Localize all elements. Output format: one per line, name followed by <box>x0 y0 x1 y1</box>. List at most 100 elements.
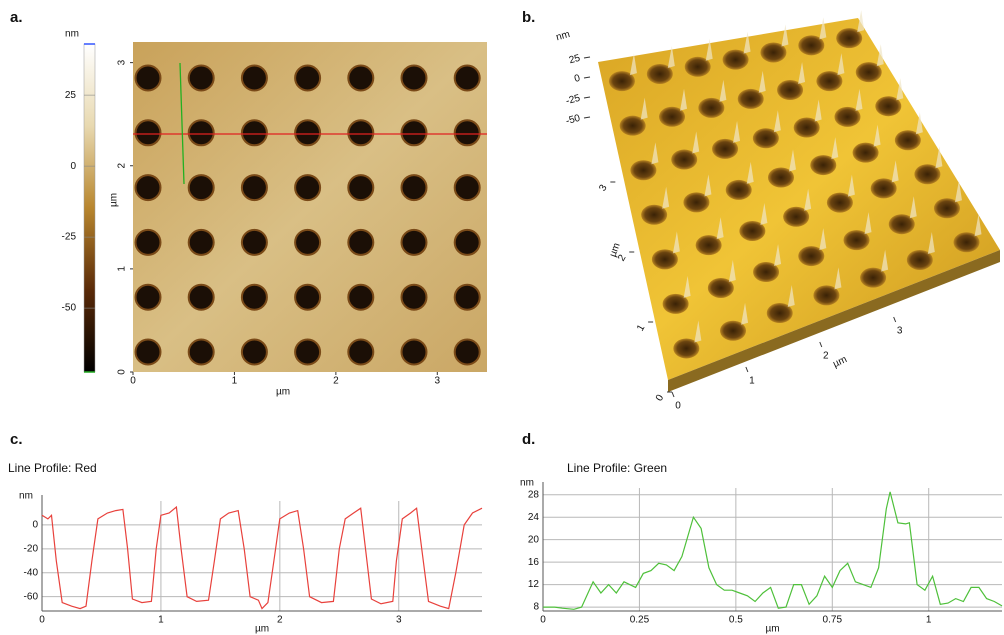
afm-image <box>133 42 487 372</box>
panel-label: b. <box>522 9 535 26</box>
x-tick-label: 1 <box>749 376 755 387</box>
colorbar-tick-label: 25 <box>65 90 77 101</box>
x-tick-label: 2 <box>277 615 283 626</box>
x-tick-label: 3 <box>897 326 903 337</box>
pit <box>768 167 794 188</box>
pit <box>888 214 915 235</box>
spike <box>954 180 962 203</box>
y-tick-label: 0 <box>654 393 667 404</box>
y-tick-label: 2 <box>616 253 629 264</box>
z-tick-label: 25 <box>568 53 582 67</box>
pit <box>673 338 700 359</box>
spike <box>814 99 822 122</box>
pit <box>843 230 870 251</box>
pit <box>683 192 710 213</box>
pit <box>813 285 840 306</box>
spike <box>662 186 670 209</box>
pit <box>134 228 162 256</box>
panel-label: c. <box>10 431 23 448</box>
pit <box>453 228 481 256</box>
pit <box>810 155 837 176</box>
spike <box>719 79 727 102</box>
z-tick <box>583 96 591 99</box>
x-tick-label: 1 <box>926 615 932 626</box>
pit <box>739 220 766 241</box>
z-tick-label: -50 <box>565 113 582 127</box>
spike <box>746 161 754 184</box>
y-tick-label: 8 <box>533 602 539 613</box>
spike <box>834 267 842 290</box>
x-tick-label: 0.75 <box>823 615 843 626</box>
pit <box>187 338 215 366</box>
panel-label: d. <box>522 431 535 448</box>
pit <box>240 174 268 202</box>
pit <box>852 142 879 163</box>
colorbar-tick-label: -50 <box>62 303 77 314</box>
z-tick-label: 0 <box>573 73 582 85</box>
colorbar-tick-label: 0 <box>70 161 76 172</box>
pit <box>134 119 162 147</box>
pit <box>347 174 375 202</box>
y-tick-label: 0 <box>117 369 128 375</box>
pit <box>783 206 810 227</box>
spike <box>819 17 827 40</box>
pit <box>737 88 764 109</box>
x-tick-label: 3 <box>435 376 441 387</box>
y-tick-label: 0 <box>32 520 38 531</box>
y-tick-label: 3 <box>597 183 610 194</box>
pit <box>816 71 843 92</box>
spike <box>837 53 845 76</box>
spike <box>651 142 659 165</box>
spike <box>704 174 712 197</box>
pit <box>347 283 375 311</box>
pit <box>630 160 657 181</box>
pit <box>453 64 481 92</box>
spike <box>915 112 923 135</box>
pit <box>906 249 933 270</box>
pit <box>400 174 428 202</box>
spike <box>760 202 768 225</box>
spike <box>881 249 889 272</box>
x-tick-label: 0 <box>130 376 136 387</box>
pit <box>608 71 635 92</box>
spike <box>909 196 917 219</box>
z-tick <box>583 56 591 59</box>
pit <box>671 149 698 170</box>
z-axis-label: nm <box>555 29 571 43</box>
pit <box>707 277 734 298</box>
pit <box>134 64 162 92</box>
y-tick-label: 20 <box>528 534 540 545</box>
pit <box>400 283 428 311</box>
profile-line <box>543 491 1003 610</box>
spike <box>774 244 782 267</box>
pit <box>752 128 779 149</box>
y-tick-label: 1 <box>635 323 648 334</box>
y-axis-label: µm <box>608 242 623 259</box>
pit <box>933 198 960 219</box>
y-tick-label: 24 <box>528 512 540 523</box>
pit <box>400 228 428 256</box>
x-tick-label: 2 <box>823 351 829 362</box>
panel-label: a. <box>10 9 23 26</box>
spike <box>864 212 872 235</box>
pit <box>684 56 711 77</box>
pit <box>294 228 322 256</box>
y-axis-label: µm <box>109 193 120 207</box>
pit <box>766 303 793 324</box>
pit <box>240 283 268 311</box>
x-tick-label: 1 <box>158 615 164 626</box>
pit <box>294 338 322 366</box>
spike <box>896 78 904 101</box>
x-tick <box>745 366 749 373</box>
x-tick <box>671 391 675 398</box>
chart-title: Line Profile: Green <box>567 461 667 475</box>
spike <box>847 174 855 197</box>
spike <box>927 231 935 254</box>
y-axis-label: nm <box>19 491 33 502</box>
spike <box>857 10 865 33</box>
spike <box>974 214 982 237</box>
y-tick-label: 12 <box>528 579 540 590</box>
pit <box>294 283 322 311</box>
y-tick-label: 1 <box>117 266 128 272</box>
